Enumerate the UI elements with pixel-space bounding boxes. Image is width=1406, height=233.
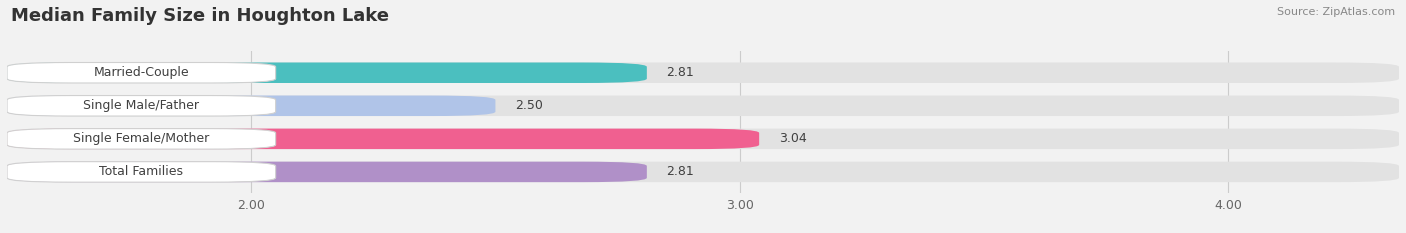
- Text: 2.81: 2.81: [666, 165, 695, 178]
- FancyBboxPatch shape: [7, 96, 276, 116]
- FancyBboxPatch shape: [7, 129, 276, 149]
- Text: Median Family Size in Houghton Lake: Median Family Size in Houghton Lake: [11, 7, 389, 25]
- FancyBboxPatch shape: [7, 62, 647, 83]
- FancyBboxPatch shape: [7, 162, 647, 182]
- FancyBboxPatch shape: [7, 62, 1399, 83]
- FancyBboxPatch shape: [7, 129, 1399, 149]
- FancyBboxPatch shape: [7, 96, 495, 116]
- Text: 2.50: 2.50: [515, 99, 543, 112]
- Text: Total Families: Total Families: [100, 165, 183, 178]
- Text: Source: ZipAtlas.com: Source: ZipAtlas.com: [1277, 7, 1395, 17]
- FancyBboxPatch shape: [7, 129, 759, 149]
- FancyBboxPatch shape: [7, 62, 276, 83]
- Text: 2.81: 2.81: [666, 66, 695, 79]
- Text: Married-Couple: Married-Couple: [94, 66, 190, 79]
- Text: Single Male/Father: Single Male/Father: [83, 99, 200, 112]
- FancyBboxPatch shape: [7, 162, 1399, 182]
- FancyBboxPatch shape: [7, 162, 276, 182]
- Text: Single Female/Mother: Single Female/Mother: [73, 132, 209, 145]
- Text: 3.04: 3.04: [779, 132, 807, 145]
- FancyBboxPatch shape: [7, 96, 1399, 116]
